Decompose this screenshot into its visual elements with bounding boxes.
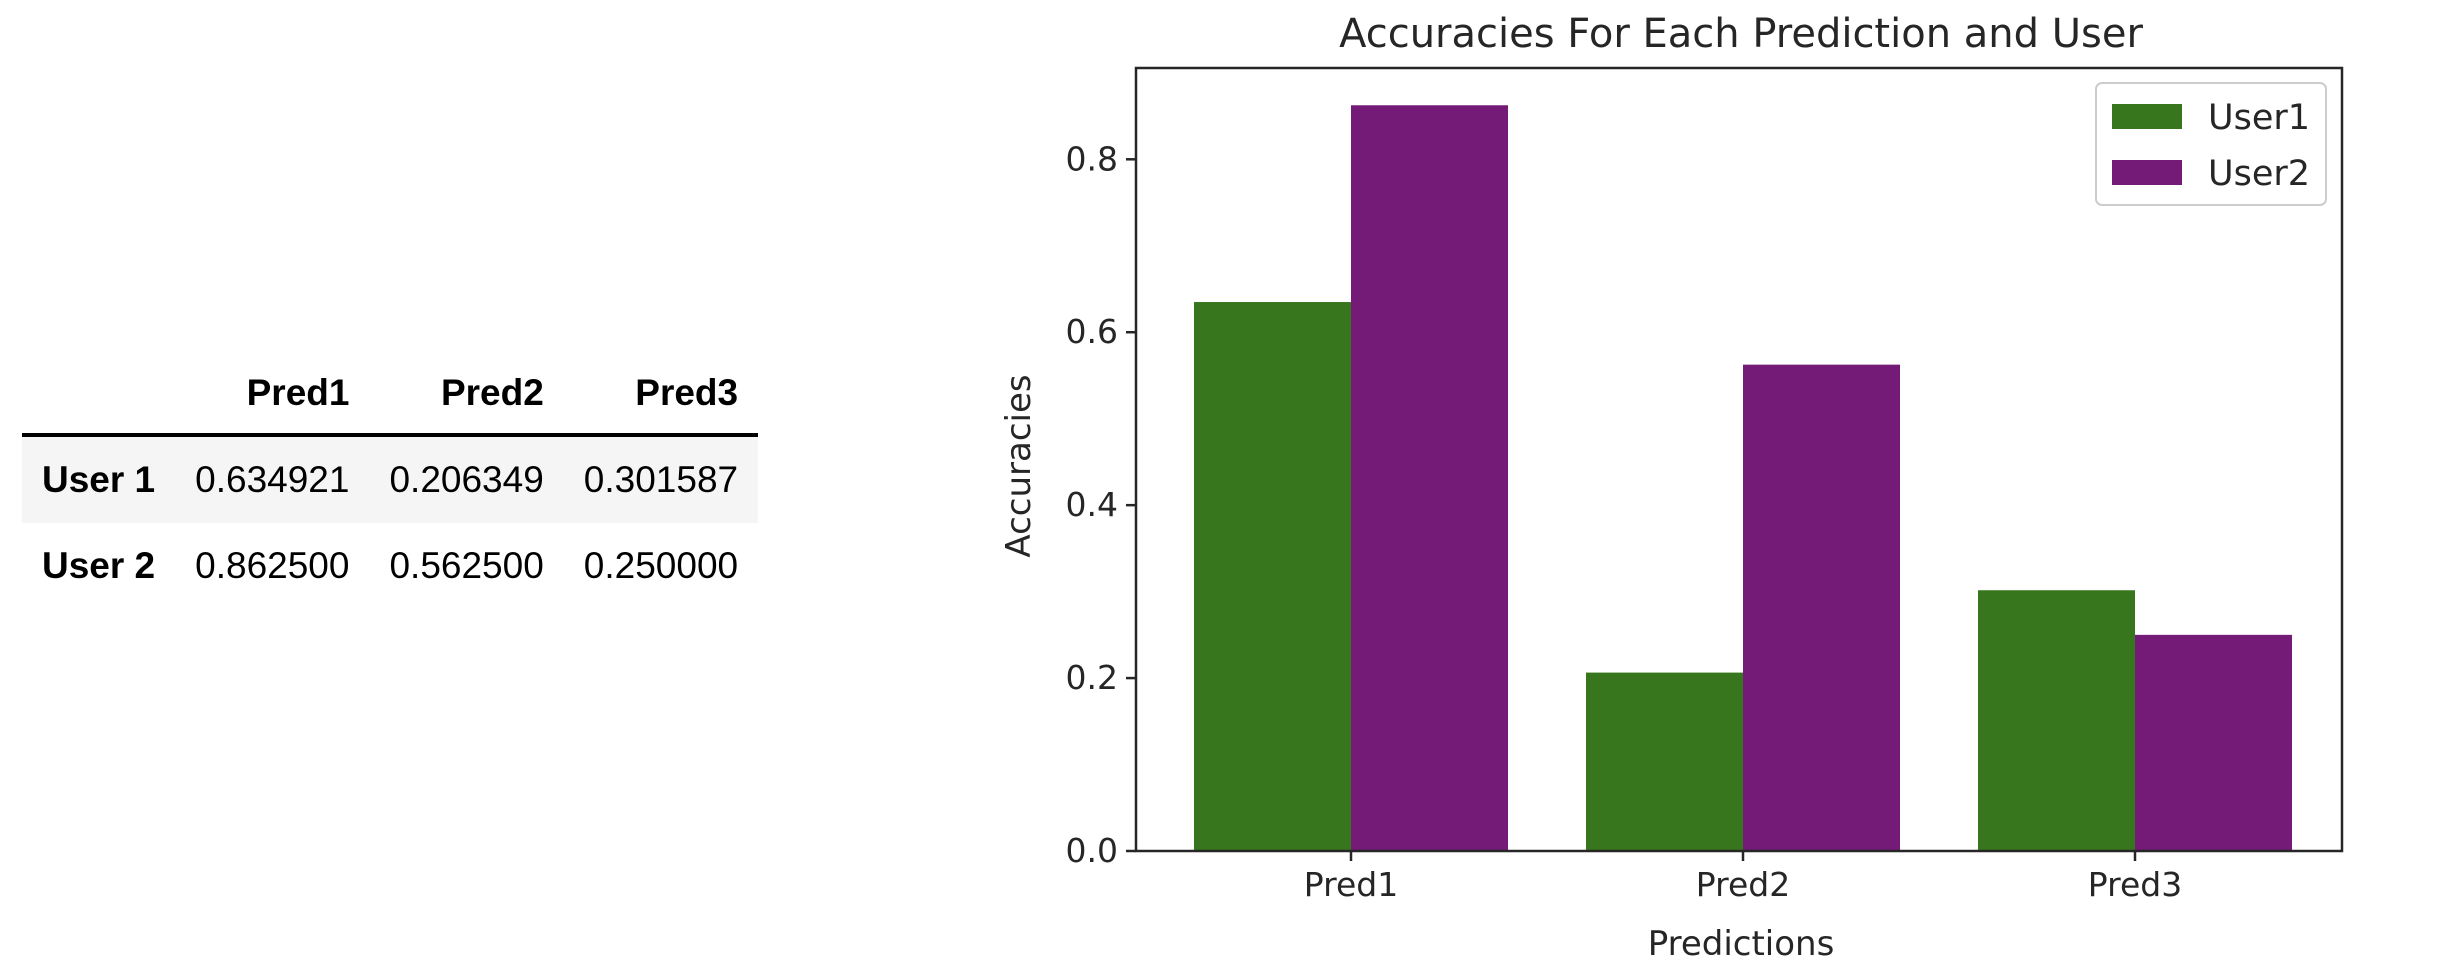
y-tick-label: 0.2 xyxy=(1066,658,1118,697)
bar-user2-pred2 xyxy=(1743,364,1900,851)
table-index-header xyxy=(22,353,176,437)
legend: User1 User2 xyxy=(2095,82,2327,206)
x-tick-label: Pred2 xyxy=(1696,865,1790,904)
legend-swatch-user2 xyxy=(2112,160,2182,185)
table-cell: 0.862500 xyxy=(195,545,350,586)
x-axis: Pred1 Pred2 Pred3 xyxy=(1304,851,2182,904)
dataframe-table: Pred1 Pred2 Pred3 User 1 0.634921 0.2063… xyxy=(22,353,759,609)
plot-frame xyxy=(1134,66,2344,853)
x-tick-label: Pred1 xyxy=(1304,865,1398,904)
bar-user1-pred1 xyxy=(1194,302,1351,851)
x-tick-label: Pred3 xyxy=(2088,865,2182,904)
y-tick-label: 0.0 xyxy=(1066,831,1118,870)
table-row: User 2 0.862500 0.562500 0.250000 xyxy=(22,523,758,609)
y-tick-label: 0.8 xyxy=(1066,139,1118,178)
table-row-label: User 1 xyxy=(42,459,156,500)
bar-user2-pred3 xyxy=(2135,634,2292,851)
y-tick-label: 0.4 xyxy=(1066,485,1118,524)
table-column-header: Pred3 xyxy=(563,353,759,437)
table-cell: 0.250000 xyxy=(583,545,739,586)
y-tick-label: 0.6 xyxy=(1066,312,1118,351)
table-column-header: Pred2 xyxy=(369,353,564,437)
table-cell: 0.301587 xyxy=(583,459,739,500)
table-header-row: Pred1 Pred2 Pred3 xyxy=(22,353,759,437)
chart-title: Accuracies For Each Prediction and User xyxy=(1339,11,2143,57)
bars-group xyxy=(1194,105,2292,851)
dataframe-table-container: Pred1 Pred2 Pred3 User 1 0.634921 0.2063… xyxy=(22,353,759,609)
legend-label-user2: User2 xyxy=(2208,154,2310,194)
table-row: User 1 0.634921 0.206349 0.301587 xyxy=(22,435,759,523)
bar-user2-pred1 xyxy=(1351,105,1508,851)
table-column-header: Pred1 xyxy=(175,353,370,437)
bar-user1-pred2 xyxy=(1586,672,1743,851)
table-cell: 0.562500 xyxy=(389,545,544,586)
table-cell: 0.206349 xyxy=(389,459,544,500)
x-axis-label: Predictions xyxy=(1648,924,1835,964)
bar-user1-pred3 xyxy=(1978,590,2135,851)
y-axis-label: Accuracies xyxy=(999,374,1039,557)
table-row-label: User 2 xyxy=(42,545,156,586)
y-axis: 0.0 0.2 0.4 0.6 0.8 xyxy=(1066,139,1136,870)
legend-swatch-user1 xyxy=(2112,104,2182,129)
table-cell: 0.634921 xyxy=(195,459,350,500)
legend-label-user1: User1 xyxy=(2208,98,2310,138)
